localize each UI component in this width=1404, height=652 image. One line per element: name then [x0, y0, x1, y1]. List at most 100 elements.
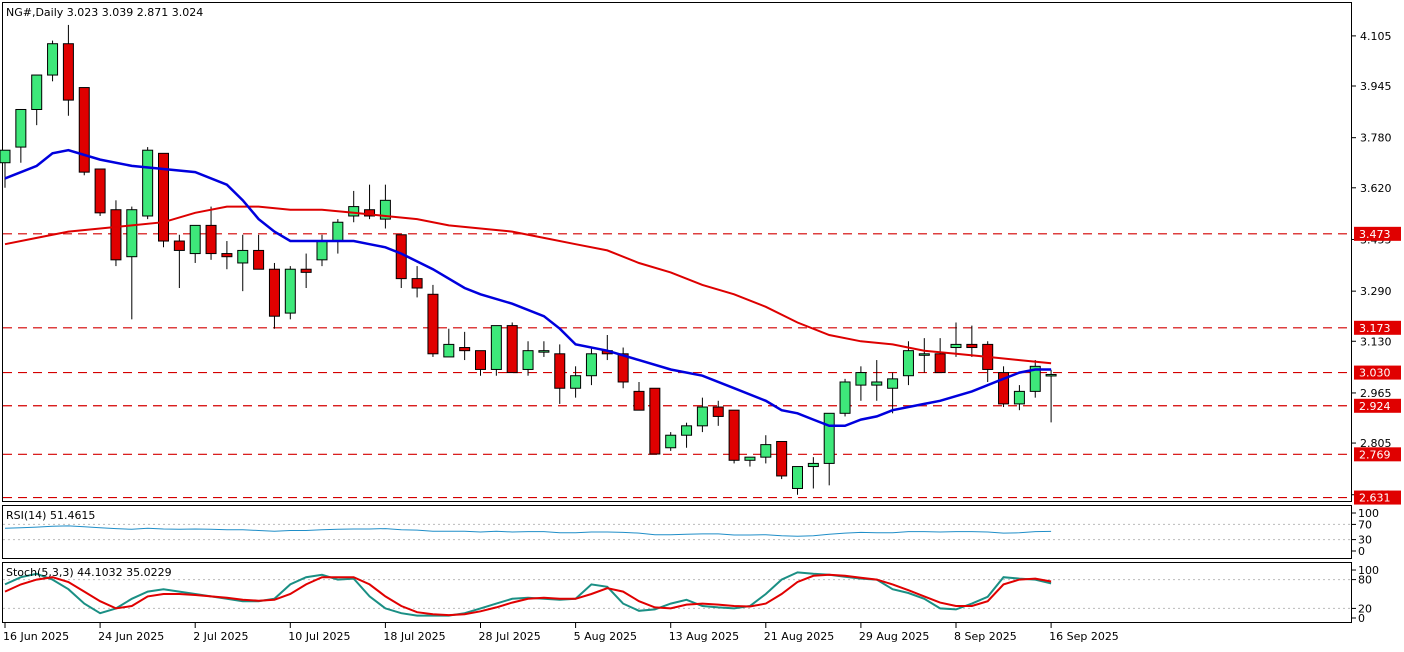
ma-fast-line [4, 148, 1052, 428]
candle-up [237, 249, 249, 264]
level-label: 2.631 [1359, 492, 1391, 505]
stoch-tick-label: 0 [1358, 612, 1365, 625]
date-tick-label: 16 Jun 2025 [3, 630, 69, 643]
candle-down [712, 406, 724, 417]
candle-up [696, 406, 708, 427]
stoch-panel-frame [2, 562, 1352, 623]
stoch-signal-line [4, 573, 1052, 617]
candle-up [665, 434, 677, 449]
date-tick-label: 29 Aug 2025 [859, 630, 929, 643]
level-label: 2.769 [1359, 448, 1391, 461]
candle-up [332, 221, 344, 242]
candle-up [1029, 365, 1041, 392]
candle-up [760, 444, 772, 458]
candle-down [205, 224, 217, 255]
level-label: 3.473 [1359, 228, 1391, 241]
price-tick-label: 4.105 [1360, 30, 1392, 43]
candle-up [1013, 390, 1025, 405]
level-label-box [1354, 447, 1401, 462]
ma-slow-line [4, 205, 1052, 365]
price-tick-label: 3.290 [1360, 285, 1392, 298]
level-label-box [1354, 490, 1401, 505]
candle-up [348, 206, 360, 217]
candle-down [253, 249, 265, 270]
rsi-tick-label: 0 [1358, 545, 1365, 558]
price-tick-label: 3.130 [1360, 335, 1392, 348]
candle-up [284, 268, 296, 314]
candle-up [0, 149, 11, 164]
price-panel-frame [2, 2, 1352, 502]
date-tick-label: 16 Sep 2025 [1049, 630, 1119, 643]
candle-down [268, 268, 280, 317]
price-tick-label: 3.945 [1360, 80, 1392, 93]
date-tick-label: 5 Aug 2025 [574, 630, 637, 643]
stoch-tick-label: 20 [1358, 602, 1372, 615]
candle-up [443, 343, 455, 358]
candle-down [395, 234, 407, 280]
candle-up [189, 224, 201, 255]
rsi-panel-frame [2, 505, 1352, 559]
level-label-box [1354, 226, 1401, 241]
candle-down [475, 350, 486, 370]
price-tick-label: 3.780 [1360, 132, 1392, 145]
price-tick-label: 3.620 [1360, 182, 1392, 195]
rsi-line [4, 525, 1052, 537]
candle-down [62, 43, 74, 101]
rsi-tick-label: 30 [1358, 534, 1372, 547]
candle-down [173, 240, 185, 251]
candle-down [934, 353, 946, 374]
price-tick-label: 2.805 [1360, 437, 1392, 450]
date-axis: 16 Jun 2025 24 Jun 2025 2 Jul 2025 10 Jul 2… [3, 623, 1119, 643]
candle-up [807, 462, 819, 468]
candle-up [918, 353, 930, 356]
stoch-label: Stoch(5,3,3) 44.1032 35.0229 [6, 566, 172, 579]
candle-up [538, 350, 550, 353]
date-tick-label: 2 Jul 2025 [193, 630, 248, 643]
candle-down [78, 87, 90, 173]
date-tick-label: 13 Aug 2025 [669, 630, 739, 643]
candle-up [855, 372, 867, 386]
candle-up [1045, 373, 1057, 377]
candle-up [950, 343, 962, 349]
candle-down [459, 347, 471, 352]
level-label-box [1354, 365, 1401, 380]
candle-down [633, 390, 645, 411]
candle-up [681, 425, 693, 436]
candle-up [316, 240, 328, 261]
price-tick-label: 2.965 [1360, 387, 1392, 400]
chart-header: NG#,Daily 3.023 3.039 2.871 3.024 [6, 6, 203, 19]
candle-down [110, 209, 122, 261]
candle-down [411, 278, 423, 289]
date-tick-label: 10 Jul 2025 [288, 630, 350, 643]
candle-down [94, 168, 106, 214]
rsi-tick-label: 100 [1358, 507, 1379, 520]
date-tick-label: 18 Jul 2025 [383, 630, 445, 643]
stoch-tick-label: 80 [1358, 574, 1372, 587]
candle-down [364, 209, 376, 217]
candle-up [522, 350, 534, 370]
candle-down [554, 353, 566, 389]
level-label: 3.030 [1359, 367, 1391, 380]
candle-down [649, 387, 661, 455]
candle-up [15, 108, 27, 148]
candle-down [617, 353, 629, 383]
candle-down [158, 152, 169, 242]
candle-up [570, 375, 582, 389]
candle-down [776, 440, 788, 477]
candle-up [839, 381, 851, 414]
level-label-box [1354, 398, 1401, 413]
candle-up [142, 149, 154, 217]
candle-up [792, 466, 803, 489]
rsi-label: RSI(14) 51.4615 [6, 509, 95, 522]
candle-up [823, 412, 835, 464]
rsi-tick-label: 70 [1358, 518, 1372, 531]
candle-up [887, 378, 899, 389]
date-tick-label: 28 Jul 2025 [479, 630, 541, 643]
candle-up [871, 381, 883, 386]
candle-down [998, 372, 1010, 405]
level-label-box [1354, 320, 1401, 335]
candle-up [379, 199, 391, 220]
